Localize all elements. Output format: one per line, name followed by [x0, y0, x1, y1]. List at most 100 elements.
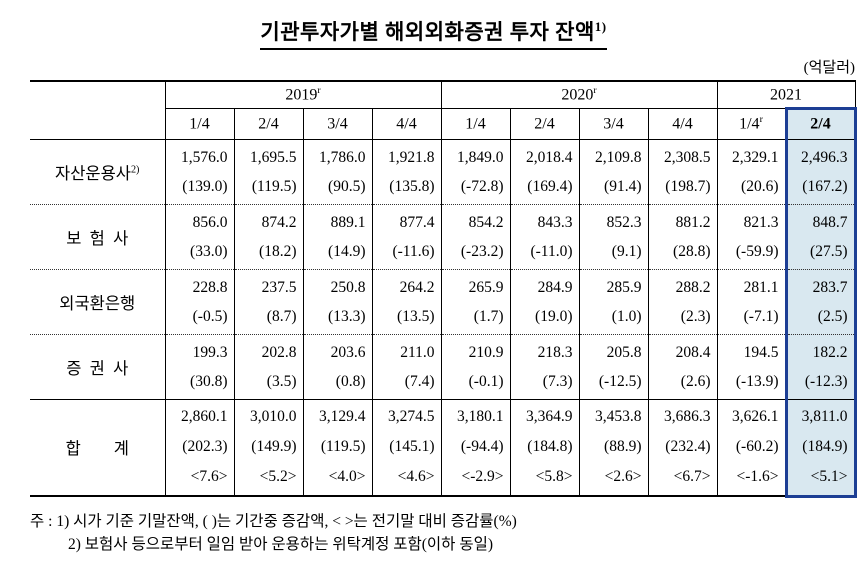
cell-change: (-0.1): [468, 372, 504, 390]
cell-change: (30.8): [190, 372, 228, 390]
data-cell: 210.9 (-0.1): [440, 334, 510, 400]
data-cell: 228.8 (-0.5): [164, 269, 234, 335]
cell-change: (139.0): [182, 177, 228, 195]
data-cell: 265.9 (1.7): [440, 269, 510, 335]
cell-value: 1,786.0: [319, 148, 366, 166]
cell-value: 1,849.0: [457, 148, 504, 166]
table-row: 자산운용사2) 1,576.0 (139.0) 1,695.5 (119.5) 1,786…: [30, 139, 857, 205]
cell-change: (-13.9): [735, 372, 779, 390]
cell-change: (-94.4): [460, 438, 504, 456]
cell-value: 1,576.0: [181, 148, 228, 166]
cell-value: 856.0: [192, 213, 228, 231]
unit-label: (억달러): [803, 60, 855, 76]
cell-change: (198.7): [665, 177, 711, 195]
data-cell: 852.3 (9.1): [578, 204, 648, 270]
cell-change: (2.6): [680, 372, 711, 390]
cell-change: (-11.6): [392, 242, 435, 260]
cell-change: (8.7): [266, 307, 297, 325]
footnote-1: 주 : 1) 시가 기준 기말잔액, ( )는 기간중 증감액, < >는 전기…: [30, 512, 517, 530]
data-cell: 199.3 (30.8): [164, 334, 234, 400]
cell-value: 881.2: [675, 213, 711, 231]
data-cell: 205.8 (-12.5): [578, 334, 648, 400]
cell-rate: <5.1>: [810, 468, 848, 485]
cell-value: 210.9: [468, 343, 504, 361]
data-cell: 1,695.5 (119.5): [233, 139, 303, 205]
cell-value: 2,496.3: [801, 148, 848, 166]
quarter-header: 1/4: [164, 108, 234, 140]
quarter-header: 3/4: [578, 108, 648, 140]
quarter-header: 1/4: [440, 108, 510, 140]
investment-balance-table: 2019r 2020r 2021 1/4 2/4 3/4 4/4 1/4 2/4 3/4 4/…: [30, 80, 857, 498]
cell-value: 285.9: [606, 278, 642, 296]
quarter-header: 4/4: [647, 108, 717, 140]
data-cell: 237.5 (8.7): [233, 269, 303, 335]
cell-value: 237.5: [261, 278, 297, 296]
data-cell: 3,129.4 (119.5) <4.0>: [302, 398, 372, 496]
data-cell: 194.5 (-13.9): [716, 334, 786, 400]
cell-change: (-59.9): [735, 242, 779, 260]
cell-value: 3,129.4: [319, 408, 366, 426]
quarter-header-row: 1/4 2/4 3/4 4/4 1/4 2/4 3/4 4/4 1/4r 2/4: [30, 106, 857, 140]
cell-value: 3,626.1: [732, 408, 779, 426]
cell-value: 2,109.8: [595, 148, 642, 166]
table-row: 증 권 사 199.3 (30.8) 202.8 (3.5) 203.6 (0.8) 211.…: [30, 334, 857, 400]
title-footnote-marker: 1): [594, 19, 607, 34]
cell-change: (-12.3): [804, 372, 848, 390]
data-cell: 843.3 (-11.0): [509, 204, 579, 270]
data-cell: 281.1 (-7.1): [716, 269, 786, 335]
data-cell: 211.0 (7.4): [371, 334, 441, 400]
cell-change: (9.1): [611, 242, 642, 260]
data-cell: 2,018.4 (169.4): [509, 139, 579, 205]
cell-value: 3,811.0: [801, 408, 848, 425]
data-cell: 848.7 (27.5): [784, 204, 857, 270]
table-row: 보 험 사 856.0 (33.0) 874.2 (18.2) 889.1 (14.9) 87…: [30, 204, 857, 270]
cell-change: (18.2): [259, 242, 297, 260]
data-cell: 2,860.1 (202.3) <7.6>: [164, 398, 234, 496]
cell-value: 2,860.1: [181, 408, 228, 426]
cell-value: 821.3: [743, 213, 779, 231]
cell-change: (19.0): [535, 307, 573, 325]
cell-value: 1,695.5: [250, 148, 297, 166]
data-cell: 877.4 (-11.6): [371, 204, 441, 270]
table-row: 합 계 2,860.1 (202.3) <7.6> 3,010.0 (149.9) <5.2…: [30, 398, 857, 498]
cell-value: 265.9: [468, 278, 504, 296]
cell-value: 2,018.4: [526, 148, 573, 166]
cell-value: 2,329.1: [732, 148, 779, 166]
data-cell: 3,364.9 (184.8) <5.8>: [509, 398, 579, 496]
quarter-header: 2/4: [509, 108, 579, 140]
cell-change: (7.3): [542, 372, 573, 390]
data-cell: 3,010.0 (149.9) <5.2>: [233, 398, 303, 496]
cell-change: (167.2): [802, 177, 848, 195]
data-cell: 264.2 (13.5): [371, 269, 441, 335]
cell-change: (-11.0): [530, 242, 573, 260]
quarter-header: 1/4r: [716, 108, 786, 140]
data-cell: 3,686.3 (232.4) <6.7>: [647, 398, 717, 496]
cell-change: (88.9): [604, 438, 642, 456]
cell-change: (145.1): [389, 438, 435, 456]
cell-change: (-7.1): [743, 307, 779, 325]
data-cell: 3,274.5 (145.1) <4.6>: [371, 398, 441, 496]
cell-change: (7.4): [404, 372, 435, 390]
cell-rate: <6.7>: [673, 468, 711, 486]
data-cell: 202.8 (3.5): [233, 334, 303, 400]
data-cell: 821.3 (-59.9): [716, 204, 786, 270]
cell-rate: <7.6>: [190, 468, 228, 486]
data-cell: 1,576.0 (139.0): [164, 139, 234, 205]
data-cell: 854.2 (-23.2): [440, 204, 510, 270]
cell-value: 854.2: [468, 213, 504, 231]
cell-value: 194.5: [743, 343, 779, 361]
data-cell: 208.4 (2.6): [647, 334, 717, 400]
data-cell: 3,180.1 (-94.4) <-2.9>: [440, 398, 510, 496]
cell-value: 877.4: [399, 213, 435, 231]
year-header-2020: 2020r: [440, 81, 717, 109]
data-cell: 2,496.3 (167.2): [784, 139, 857, 205]
cell-value: 1,921.8: [388, 148, 435, 166]
quarter-header: 4/4: [371, 108, 441, 140]
data-cell: 881.2 (28.8): [647, 204, 717, 270]
cell-value: 218.3: [537, 343, 573, 361]
cell-change: (-72.8): [460, 177, 504, 195]
data-cell: 2,308.5 (198.7): [647, 139, 717, 205]
row-label: 외국환은행: [30, 269, 165, 335]
cell-change: (1.0): [611, 307, 642, 325]
year-header-row: 2019r 2020r 2021: [30, 81, 856, 140]
